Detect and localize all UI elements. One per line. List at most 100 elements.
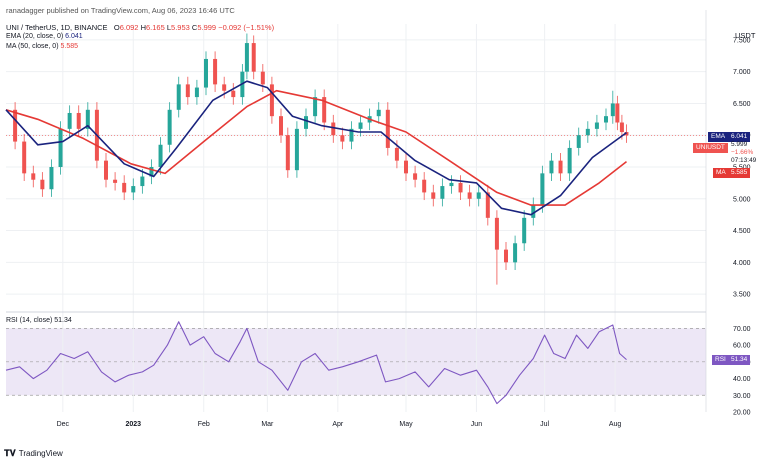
price-tick-label: 3.500: [733, 292, 751, 299]
time-tick-label: Mar: [261, 421, 274, 428]
high-label: H: [140, 23, 146, 32]
currency-label: USDT: [735, 31, 756, 40]
candle-body: [476, 192, 481, 199]
candle-body: [585, 128, 590, 136]
rsi-legend-value: 51.34: [54, 317, 72, 324]
ema-legend-label: EMA (20, close, 0): [6, 33, 64, 40]
ema-tag-value: 6.041: [728, 132, 751, 142]
candle-body: [149, 167, 154, 177]
candle-body: [176, 84, 181, 110]
candle-body: [140, 176, 145, 187]
candle-body: [422, 179, 427, 193]
rsi-legend[interactable]: RSI (14, close) 51.34: [6, 317, 72, 324]
candle-body: [13, 109, 18, 142]
candle-body: [513, 243, 518, 263]
time-tick-label: Aug: [609, 421, 622, 428]
price-tick-label: 6.500: [733, 101, 751, 108]
high-value: 6.165: [145, 23, 165, 32]
candle-body: [113, 179, 118, 183]
candle-body: [204, 58, 208, 88]
ema-legend[interactable]: EMA (20, close, 0) 6.041: [6, 33, 83, 40]
rsi-legend-label: RSI (14, close): [6, 317, 53, 324]
candle-body: [558, 160, 563, 174]
candle-body: [619, 122, 624, 133]
tradingview-logo-icon: 𝐓𝐕: [4, 448, 16, 458]
candle-body: [385, 109, 390, 148]
candle-body: [413, 173, 418, 180]
price-tick-label: 7.000: [733, 69, 751, 76]
time-tick-label: 2023: [125, 421, 141, 428]
candle-body: [615, 103, 620, 123]
candle-body: [158, 144, 163, 167]
candle-body: [449, 182, 454, 187]
tradingview-logo[interactable]: 𝐓𝐕 TradingView: [4, 448, 63, 459]
candle-body: [49, 167, 54, 190]
bar-countdown: 07:13:49: [731, 157, 757, 164]
candle-body: [504, 249, 508, 263]
candle-body: [185, 84, 190, 98]
change-value: −0.092 (−1.51%): [218, 23, 275, 32]
rsi-tag-value: 51.34: [728, 355, 751, 365]
ma-tag-name: MA: [713, 168, 729, 178]
candle-body: [244, 43, 249, 72]
symbol-tag-name: UNIUSDT: [693, 143, 728, 153]
candle-body: [404, 160, 408, 174]
rsi-tick-label: 30.00: [733, 393, 751, 400]
candle-body: [594, 122, 599, 129]
candle-body: [485, 192, 490, 218]
time-tick-label: Dec: [57, 421, 70, 428]
candle-body: [85, 109, 90, 129]
price-tick-label: 4.000: [733, 260, 751, 267]
candle-body: [349, 128, 354, 142]
candle-body: [269, 84, 274, 117]
candle-body: [40, 179, 45, 190]
candle-body: [494, 217, 499, 250]
time-tick-label: Feb: [198, 421, 210, 428]
candle-body: [331, 122, 336, 136]
candle-body: [231, 90, 236, 98]
candle-body: [467, 192, 472, 199]
candle-body: [76, 112, 81, 129]
published-line: ranadagger published on TradingView.com,…: [6, 6, 235, 15]
candle-body: [531, 205, 536, 218]
ema-20-line: [5, 80, 627, 216]
candle-body: [279, 116, 283, 136]
candle-body: [58, 128, 63, 167]
rsi-line: [5, 321, 627, 405]
time-tick-label: Jun: [471, 421, 482, 428]
candle-body: [322, 97, 327, 123]
candle-body: [567, 147, 572, 174]
last-price-value: 5.999: [731, 141, 748, 148]
candle-body: [576, 135, 581, 148]
candle-body: [522, 217, 527, 244]
candle-body: [285, 135, 290, 171]
candle-body: [294, 128, 299, 171]
rsi-tick-label: 40.00: [733, 376, 751, 383]
candle-body: [213, 58, 218, 85]
candle-body: [131, 186, 136, 193]
ma-legend[interactable]: MA (50, close, 0) 5.585: [6, 43, 78, 50]
rsi-tick-label: 60.00: [733, 343, 751, 350]
candle-body: [222, 84, 227, 91]
candle-body: [122, 182, 127, 193]
candle-body: [340, 135, 345, 142]
price-tick-label: 5.000: [733, 196, 751, 203]
ohlc-line: UNI / TetherUS, 1D, BINANCE O6.092 H6.16…: [6, 23, 274, 32]
candle-body: [22, 141, 27, 174]
candle-body: [31, 173, 36, 180]
candle-body: [431, 192, 436, 199]
candle-body: [104, 160, 108, 180]
candle-body: [440, 186, 445, 199]
candle-body: [167, 109, 172, 145]
candle-body: [376, 109, 381, 117]
candle-body: [458, 182, 463, 193]
candle-body: [304, 116, 308, 129]
candle-body: [358, 122, 363, 129]
low-value: 5.953: [171, 23, 190, 32]
candle-body: [604, 116, 608, 123]
time-tick-label: Apr: [332, 421, 344, 428]
price-tick-label: 4.500: [733, 228, 751, 235]
ma-legend-label: MA (50, close, 0): [6, 43, 59, 50]
candle-body: [540, 173, 545, 206]
